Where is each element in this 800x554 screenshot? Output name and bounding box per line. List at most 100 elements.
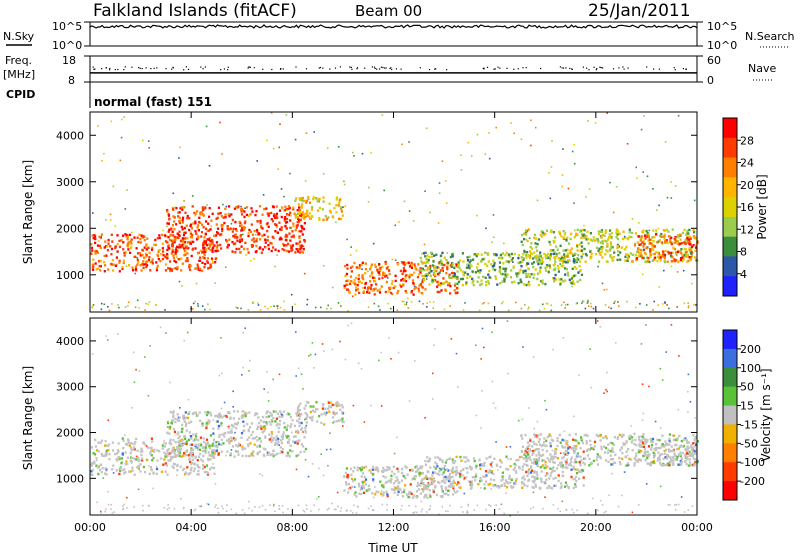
range-cell: [441, 488, 444, 491]
range-cell: [533, 458, 536, 461]
range-cell: [672, 449, 675, 452]
range-cell: [674, 251, 678, 254]
range-cell: [181, 285, 183, 287]
range-cell: [695, 237, 698, 240]
range-cell: [299, 214, 302, 217]
range-cell: [368, 280, 372, 283]
range-cell: [202, 242, 205, 245]
range-cell: [96, 251, 99, 254]
range-cell: [401, 277, 404, 281]
range-cell: [304, 180, 307, 182]
range-cell: [258, 450, 261, 453]
range-cell: [510, 478, 513, 481]
range-cell: [664, 463, 667, 467]
range-cell: [430, 251, 433, 254]
range-cell: [137, 465, 141, 468]
range-cell: [176, 469, 179, 472]
range-cell: [206, 243, 209, 247]
range-cell: [428, 493, 432, 497]
range-cell: [209, 243, 212, 246]
range-cell: [506, 273, 509, 276]
range-cell: [567, 256, 570, 258]
range-cell: [189, 264, 193, 268]
range-cell: [182, 415, 185, 419]
range-cell: [225, 240, 229, 243]
range-cell: [171, 447, 174, 450]
range-cell: [193, 211, 196, 215]
range-cell: [139, 237, 142, 241]
range-cell: [400, 285, 403, 288]
range-cell: [126, 462, 129, 466]
range-cell: [429, 301, 431, 303]
range-cell: [390, 474, 393, 477]
range-cell: [163, 458, 166, 461]
range-cell: [247, 234, 250, 238]
range-cell: [433, 344, 435, 346]
range-cell: [164, 240, 168, 243]
range-cell: [288, 206, 291, 210]
range-cell: [520, 138, 523, 140]
range-cell: [315, 197, 318, 200]
range-cell: [328, 209, 332, 213]
range-cell: [619, 448, 622, 452]
range-cell: [585, 196, 587, 198]
range-cell: [528, 280, 530, 283]
range-cell: [151, 258, 154, 261]
range-cell: [367, 270, 369, 273]
range-cell: [153, 450, 156, 453]
range-cell: [547, 270, 550, 274]
range-cell: [241, 226, 244, 230]
range-cell: [298, 240, 302, 243]
freq-label: Freq.: [5, 54, 32, 67]
range-cell: [255, 412, 257, 415]
range-cell: [652, 248, 655, 252]
range-cell: [648, 385, 650, 388]
range-cell: [297, 219, 301, 222]
range-cell: [277, 426, 280, 430]
range-cell: [201, 467, 204, 471]
range-cell: [151, 246, 154, 250]
range-cell: [571, 282, 575, 285]
range-cell: [445, 272, 448, 275]
range-cell: [297, 242, 300, 245]
range-cell: [306, 214, 309, 217]
range-cell: [681, 253, 684, 256]
range-cell: [468, 261, 471, 264]
colorbar-cell: [723, 256, 737, 277]
range-cell: [595, 238, 598, 241]
range-cell: [401, 143, 403, 146]
range-cell: [526, 451, 529, 454]
range-cell: [688, 458, 691, 461]
range-cell: [155, 467, 159, 471]
range-cell: [451, 458, 454, 461]
range-cell: [659, 453, 662, 456]
range-cell: [162, 254, 165, 257]
range-cell: [564, 481, 568, 484]
range-cell: [574, 439, 577, 442]
range-cell: [503, 280, 506, 283]
range-cell: [460, 459, 463, 462]
range-cell: [302, 388, 304, 390]
range-cell: [525, 256, 528, 259]
range-cell: [658, 239, 661, 242]
range-cell: [261, 234, 264, 237]
range-cell: [541, 448, 544, 452]
range-cell: [249, 442, 252, 445]
range-cell: [418, 273, 421, 276]
range-cell: [403, 269, 406, 272]
range-cell: [659, 367, 662, 370]
range-cell: [579, 260, 582, 263]
range-cell: [522, 253, 525, 256]
range-cell: [360, 492, 363, 496]
range-cell: [223, 401, 226, 404]
range-cell: [652, 188, 654, 190]
range-cell: [304, 418, 306, 421]
range-cell: [605, 437, 608, 440]
range-cell: [112, 464, 115, 467]
range-cell: [347, 279, 350, 282]
range-cell: [691, 255, 694, 258]
range-cell: [650, 448, 653, 451]
range-cell: [438, 290, 441, 294]
range-cell: [561, 457, 564, 460]
range-cell: [138, 233, 141, 236]
